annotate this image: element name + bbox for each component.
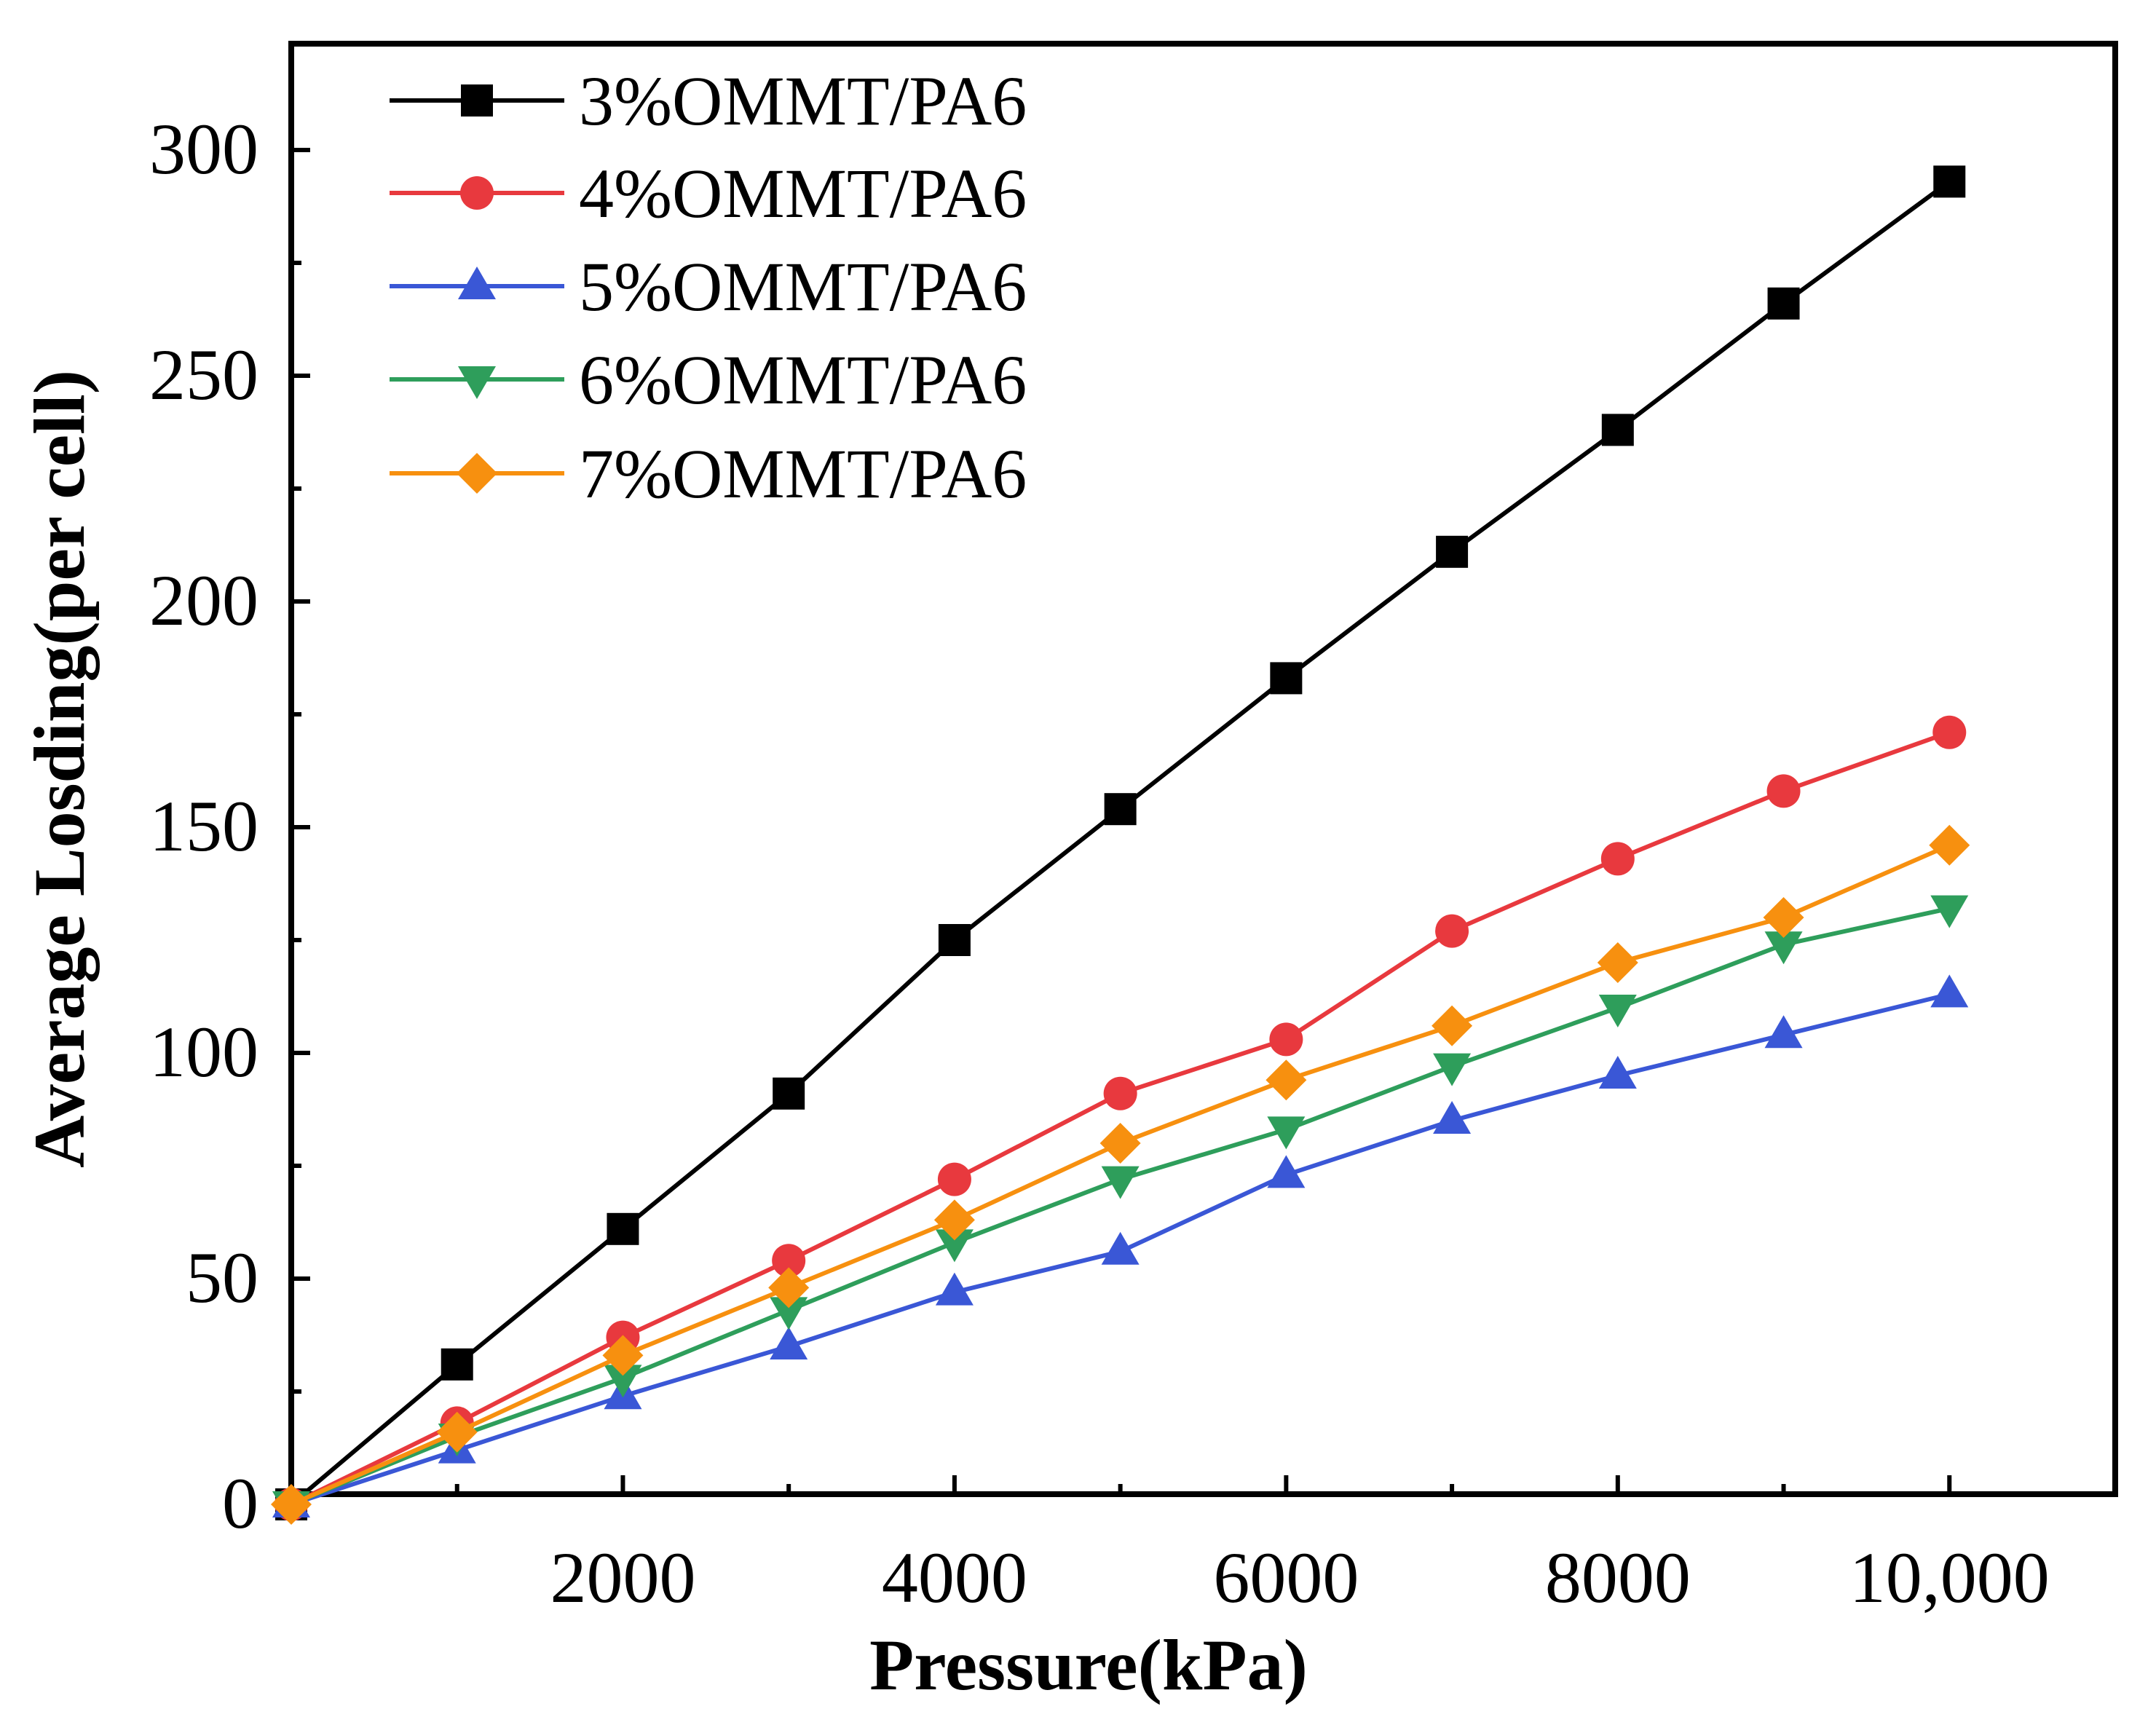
legend-entry: 3%OMMT/PA6 bbox=[390, 62, 1027, 140]
data-point bbox=[1433, 1101, 1472, 1134]
data-point bbox=[1764, 931, 1803, 965]
data-point bbox=[1766, 774, 1801, 808]
legend-label: 5%OMMT/PA6 bbox=[579, 248, 1027, 325]
data-point bbox=[770, 1297, 808, 1330]
data-point bbox=[1433, 1053, 1472, 1086]
x-tick-label: 2000 bbox=[550, 1537, 695, 1618]
series-3 bbox=[272, 974, 1969, 1517]
data-point bbox=[772, 1244, 806, 1278]
data-point bbox=[933, 1199, 975, 1241]
legend-entry: 7%OMMT/PA6 bbox=[390, 435, 1027, 513]
data-point bbox=[441, 1348, 473, 1381]
series-4 bbox=[272, 895, 1969, 1524]
legend-marker bbox=[458, 267, 496, 299]
y-tick-label: 150 bbox=[149, 786, 258, 867]
data-point bbox=[935, 1229, 974, 1263]
x-axis-title: Pressure(kPa) bbox=[869, 1625, 1308, 1705]
data-point bbox=[1767, 287, 1800, 320]
data-point bbox=[1764, 1015, 1803, 1049]
data-point bbox=[1269, 1022, 1303, 1057]
data-point bbox=[271, 1484, 312, 1525]
data-point bbox=[1930, 974, 1969, 1008]
data-point bbox=[1099, 1123, 1141, 1164]
data-point bbox=[1933, 165, 1966, 198]
data-point bbox=[602, 1335, 644, 1376]
data-point bbox=[768, 1267, 810, 1309]
data-point bbox=[1432, 1005, 1473, 1046]
data-point bbox=[607, 1212, 639, 1245]
legend-marker bbox=[458, 366, 496, 399]
data-point bbox=[1600, 842, 1635, 876]
y-axis-title: Average Losding(per cell) bbox=[19, 370, 100, 1168]
x-tick-label: 8000 bbox=[1545, 1537, 1691, 1618]
data-point bbox=[1270, 662, 1303, 695]
y-tick-label: 300 bbox=[149, 108, 258, 189]
series-1 bbox=[275, 165, 1966, 1520]
legend-entry: 6%OMMT/PA6 bbox=[390, 341, 1027, 419]
data-point bbox=[1103, 1076, 1137, 1110]
data-point bbox=[773, 1077, 805, 1110]
data-point bbox=[1929, 824, 1970, 866]
legend: 3%OMMT/PA6 4%OMMT/PA6 5%OMMT/PA6 6%OMMT/PA6… bbox=[390, 62, 1027, 513]
x-tick-label: 6000 bbox=[1213, 1537, 1359, 1618]
y-tick-label: 100 bbox=[149, 1011, 258, 1092]
legend-label: 4%OMMT/PA6 bbox=[579, 154, 1027, 232]
data-point bbox=[1597, 942, 1638, 983]
data-point bbox=[1598, 1056, 1637, 1089]
data-point bbox=[1267, 1155, 1306, 1188]
data-point bbox=[1763, 897, 1804, 938]
data-point bbox=[1267, 1116, 1306, 1150]
data-point bbox=[1601, 414, 1634, 446]
legend-label: 3%OMMT/PA6 bbox=[579, 62, 1027, 140]
data-point bbox=[1932, 715, 1967, 749]
data-point bbox=[1265, 1059, 1307, 1101]
series-5 bbox=[271, 824, 1970, 1525]
x-tick-label: 4000 bbox=[882, 1537, 1027, 1618]
data-point bbox=[1435, 914, 1469, 948]
plot-frame bbox=[288, 41, 2118, 1497]
legend-marker bbox=[461, 84, 493, 117]
data-point bbox=[604, 1365, 642, 1398]
legend-entry: 4%OMMT/PA6 bbox=[390, 154, 1027, 232]
data-point bbox=[937, 1162, 971, 1196]
legend-label: 6%OMMT/PA6 bbox=[579, 341, 1027, 419]
y-tick-label: 250 bbox=[149, 334, 258, 415]
data-point bbox=[938, 924, 971, 956]
y-tick-label: 50 bbox=[186, 1237, 258, 1318]
data-point bbox=[770, 1327, 808, 1359]
data-point bbox=[1598, 995, 1637, 1027]
data-point bbox=[1930, 895, 1969, 928]
data-point bbox=[436, 1411, 478, 1453]
legend-label: 7%OMMT/PA6 bbox=[579, 435, 1027, 513]
data-point bbox=[1104, 793, 1137, 826]
y-tick-label: 200 bbox=[149, 560, 258, 641]
data-point bbox=[935, 1272, 974, 1306]
y-tick-label: 0 bbox=[222, 1463, 258, 1544]
x-tick-label: 10,000 bbox=[1849, 1537, 2050, 1618]
data-point bbox=[1436, 535, 1469, 568]
axis-layer: 2000 4000 6000 8000 10,000 0 50 100 150 200 250 300 bbox=[149, 108, 2117, 1618]
data-point bbox=[1101, 1231, 1140, 1265]
data-point bbox=[1101, 1166, 1140, 1199]
series-line bbox=[290, 730, 1951, 1507]
series-line bbox=[290, 906, 1950, 1507]
legend-marker bbox=[460, 176, 494, 210]
legend-marker bbox=[457, 453, 497, 494]
legend-entry: 5%OMMT/PA6 bbox=[390, 248, 1027, 325]
series-layer bbox=[271, 165, 1970, 1525]
